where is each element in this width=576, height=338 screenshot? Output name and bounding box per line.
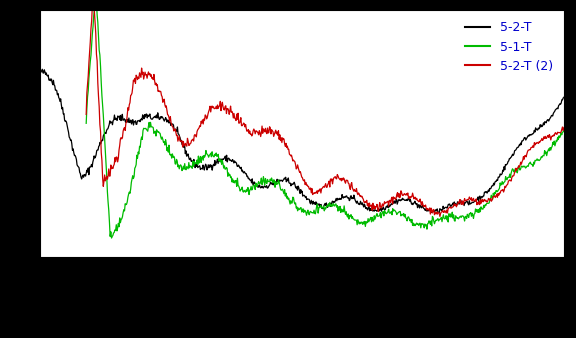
5-1-T bbox=[201, 155, 208, 159]
5-2-T bbox=[435, 211, 442, 215]
5-1-T bbox=[219, 159, 226, 163]
5-2-T bbox=[490, 184, 497, 188]
Legend: 5-2-T, 5-1-T, 5-2-T (2): 5-2-T, 5-1-T, 5-2-T (2) bbox=[460, 16, 558, 78]
5-1-T bbox=[561, 125, 568, 129]
Line: 5-1-T: 5-1-T bbox=[86, 0, 564, 238]
5-1-T bbox=[236, 184, 242, 188]
5-2-T (2) bbox=[397, 189, 404, 193]
5-2-T bbox=[372, 208, 378, 212]
5-2-T bbox=[37, 69, 44, 73]
5-1-T bbox=[456, 215, 463, 219]
5-2-T (2) bbox=[200, 117, 207, 121]
5-1-T bbox=[108, 236, 115, 240]
5-1-T bbox=[398, 213, 405, 217]
5-2-T bbox=[561, 94, 568, 98]
5-2-T (2) bbox=[561, 125, 568, 129]
5-2-T bbox=[342, 195, 349, 199]
Line: 5-2-T (2): 5-2-T (2) bbox=[86, 0, 564, 216]
5-1-T bbox=[515, 164, 522, 168]
5-2-T bbox=[435, 210, 442, 214]
5-2-T bbox=[70, 147, 77, 151]
5-2-T (2) bbox=[234, 111, 241, 115]
5-2-T (2) bbox=[456, 197, 463, 201]
Line: 5-2-T: 5-2-T bbox=[40, 69, 564, 213]
5-2-T (2) bbox=[515, 164, 522, 168]
5-2-T bbox=[356, 201, 363, 206]
5-2-T (2) bbox=[437, 214, 444, 218]
5-1-T bbox=[83, 121, 90, 125]
5-2-T (2) bbox=[218, 103, 225, 107]
5-2-T (2) bbox=[83, 113, 90, 117]
5-2-T bbox=[39, 67, 46, 71]
